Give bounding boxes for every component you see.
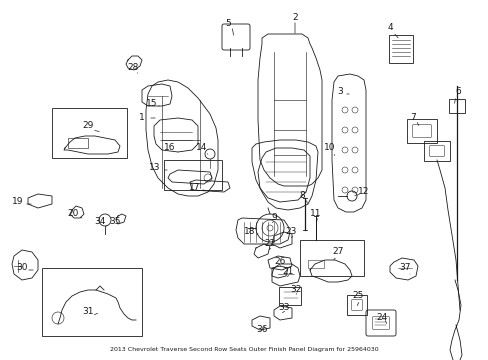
Bar [68, 138, 88, 148]
Text: 37: 37 [398, 264, 410, 273]
Text: 17: 17 [189, 184, 201, 193]
Text: 18: 18 [244, 228, 255, 237]
Text: 22: 22 [264, 239, 275, 248]
Text: 8: 8 [299, 192, 304, 201]
Text: 34: 34 [94, 217, 105, 226]
Text: 9: 9 [270, 213, 276, 222]
Text: 13: 13 [149, 163, 161, 172]
Text: 27: 27 [332, 248, 343, 256]
Text: 7: 7 [409, 113, 415, 122]
Text: 28: 28 [127, 63, 139, 72]
Text: 14: 14 [196, 144, 207, 153]
Text: 15: 15 [146, 99, 158, 108]
Text: 20: 20 [67, 210, 79, 219]
Text: 31: 31 [82, 307, 94, 316]
Bar [52, 108, 127, 158]
Text: 29: 29 [82, 122, 94, 130]
Text: 21: 21 [282, 267, 293, 276]
Text: 23: 23 [285, 228, 296, 237]
Bar [163, 160, 222, 190]
Text: 30: 30 [16, 264, 28, 273]
Text: 25: 25 [351, 292, 363, 301]
Text: 19: 19 [12, 198, 24, 207]
Text: 12: 12 [358, 188, 369, 197]
Text: 6: 6 [454, 87, 460, 96]
Text: 11: 11 [309, 210, 321, 219]
Text: 26: 26 [274, 257, 285, 266]
Text: 16: 16 [164, 144, 175, 153]
Text: 36: 36 [256, 325, 267, 334]
Text: 2013 Chevrolet Traverse Second Row Seats Outer Finish Panel Diagram for 25964030: 2013 Chevrolet Traverse Second Row Seats… [109, 347, 378, 352]
Text: 5: 5 [224, 19, 230, 28]
Bar [307, 260, 324, 268]
Text: 2: 2 [292, 13, 297, 22]
Text: 3: 3 [336, 87, 342, 96]
Text: 33: 33 [278, 303, 289, 312]
Bar [42, 268, 142, 336]
Text: 1: 1 [139, 113, 144, 122]
Text: 32: 32 [290, 285, 301, 294]
Text: 4: 4 [386, 23, 392, 32]
Text: 24: 24 [376, 314, 387, 323]
Text: 35: 35 [109, 217, 121, 226]
Text: 10: 10 [324, 144, 335, 153]
Bar [299, 240, 363, 276]
